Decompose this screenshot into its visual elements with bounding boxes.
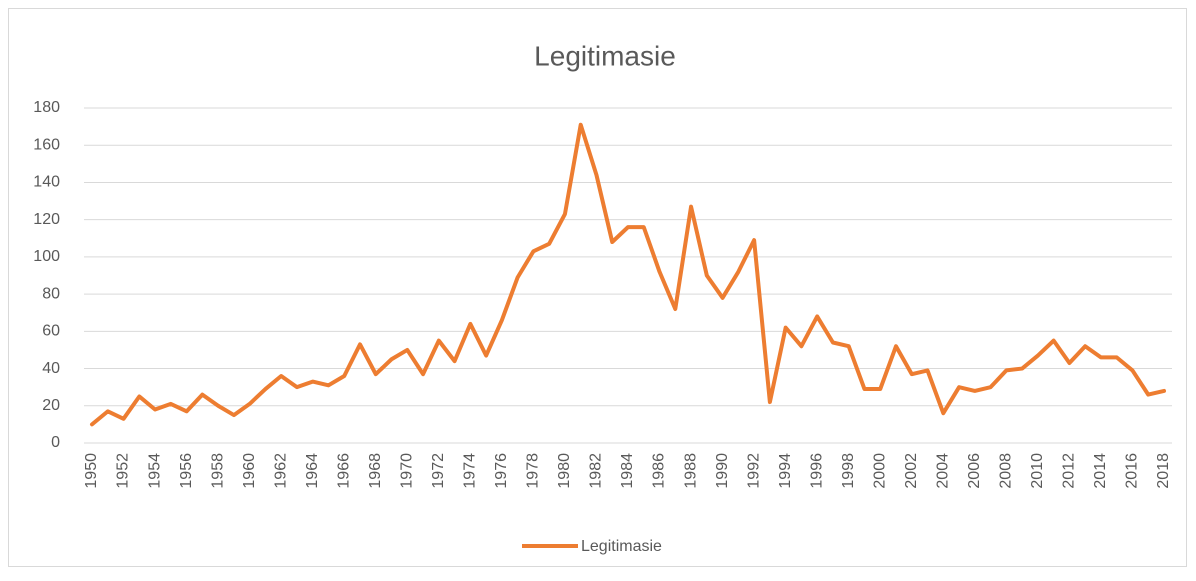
x-tick-label: 1982 [588,453,605,489]
x-tick-label: 1960 [241,453,258,489]
y-tick-label: 80 [42,285,60,302]
x-tick-label: 1966 [335,453,352,489]
x-tick-label: 1964 [304,453,321,489]
x-tick-label: 2016 [1124,453,1141,489]
x-tick-label: 1968 [367,453,384,489]
y-tick-label: 180 [33,99,60,116]
x-tick-label: 1950 [83,453,100,489]
x-tick-label: 1958 [209,453,226,489]
chart-border [8,8,1187,567]
x-tick-label: 1962 [272,453,289,489]
x-tick-label: 1994 [777,453,794,489]
x-tick-label: 1970 [399,453,416,489]
legend-label: Legitimasie [581,538,662,555]
x-tick-label: 2004 [935,453,952,489]
x-tick-label: 2012 [1061,453,1078,489]
y-tick-label: 120 [33,211,60,228]
x-tick-label: 1972 [430,453,447,489]
x-tick-label: 1990 [714,453,731,489]
x-tick-label: 1992 [745,453,762,489]
y-tick-label: 60 [42,323,60,340]
x-tick-label: 2008 [998,453,1015,489]
x-tick-label: 2014 [1092,453,1109,489]
x-tick-label: 2006 [966,453,983,489]
x-tick-label: 1952 [115,453,132,489]
x-tick-label: 1996 [808,453,825,489]
x-tick-label: 1976 [493,453,510,489]
x-tick-label: 1984 [619,453,636,489]
x-tick-label: 1974 [462,453,479,489]
x-tick-label: 2000 [871,453,888,489]
x-tick-label: 1956 [178,453,195,489]
x-tick-label: 1980 [556,453,573,489]
y-tick-label: 100 [33,248,60,265]
y-tick-label: 40 [42,360,60,377]
y-tick-label: 160 [33,136,60,153]
y-tick-label: 140 [33,174,60,191]
chart-title: Legitimasie [534,40,676,71]
data-line [90,122,1166,427]
x-tick-label: 2002 [903,453,920,489]
x-tick-label: 1998 [840,453,857,489]
x-tick-label: 1986 [651,453,668,489]
x-tick-label: 1978 [525,453,542,489]
x-tick-label: 2010 [1029,453,1046,489]
x-tick-label: 1988 [682,453,699,489]
x-tick-label: 1954 [146,453,163,489]
x-tick-label: 2018 [1155,453,1172,489]
y-tick-label: 0 [51,434,60,451]
y-tick-label: 20 [42,397,60,414]
